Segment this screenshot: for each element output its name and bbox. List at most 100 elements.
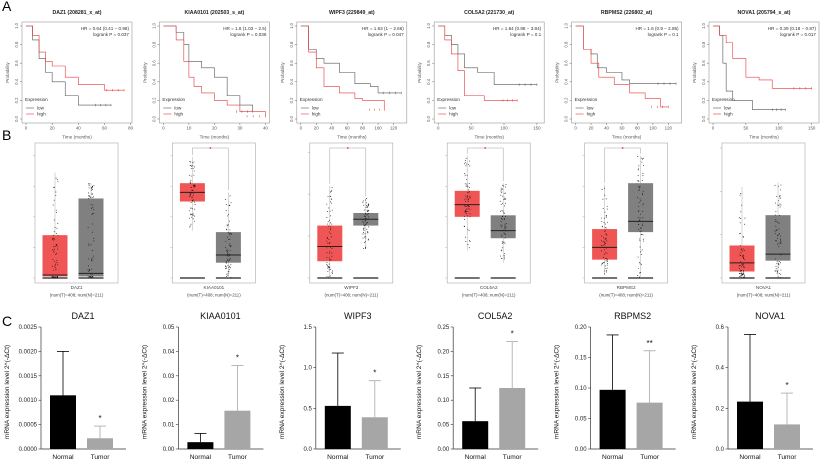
km-curve-low	[300, 25, 402, 94]
data-point	[739, 233, 741, 235]
data-point	[641, 179, 643, 181]
x-tick-label: 0	[162, 126, 165, 131]
data-point	[52, 204, 54, 206]
y-tick-label: 0.0	[701, 115, 706, 121]
data-point	[53, 269, 55, 271]
bar-normal	[462, 421, 489, 449]
data-point	[363, 224, 365, 226]
data-point	[56, 276, 58, 278]
data-point	[637, 275, 639, 277]
data-point	[639, 198, 641, 200]
data-point	[779, 239, 781, 241]
data-point	[331, 223, 333, 225]
data-point	[228, 233, 230, 235]
data-point	[642, 158, 643, 160]
data-point	[88, 195, 90, 197]
data-point	[191, 196, 193, 198]
data-point	[500, 204, 502, 205]
data-point	[228, 244, 230, 246]
hazard-ratio: HR = 0.39 (0.18 − 0.87)	[768, 26, 817, 31]
data-point	[363, 228, 365, 230]
data-point	[503, 185, 505, 187]
data-point	[91, 274, 93, 276]
significance-star-icon	[484, 147, 487, 149]
data-point	[365, 222, 367, 224]
data-point	[741, 248, 742, 250]
data-point	[225, 204, 227, 206]
data-point	[468, 207, 470, 209]
boxplot	[307, 142, 394, 284]
y-tick-label: 0.10	[575, 386, 587, 392]
data-point	[505, 183, 507, 185]
y-tick-label: 0.6	[426, 60, 431, 66]
data-point	[605, 267, 607, 269]
data-point	[326, 247, 328, 249]
data-point	[93, 196, 94, 198]
y-tick-label: 0.5	[303, 406, 312, 412]
data-point	[87, 258, 89, 260]
data-point	[193, 161, 195, 163]
y-tick-label: 0.4	[289, 78, 294, 84]
data-point	[467, 205, 469, 207]
data-point	[604, 258, 606, 259]
data-point	[499, 200, 501, 202]
km-title: WIPF3 (229849_at)	[329, 10, 375, 16]
data-point	[362, 222, 364, 224]
x-tick-label: Normal	[52, 454, 74, 461]
data-point	[776, 270, 778, 272]
data-point	[91, 231, 93, 233]
legend-label: high	[587, 112, 596, 117]
data-point	[503, 232, 505, 234]
y-tick-label: 1.0	[426, 22, 431, 28]
data-point	[604, 270, 606, 272]
data-point	[225, 265, 226, 267]
x-tick-label: 20	[50, 126, 55, 131]
data-point	[780, 184, 782, 186]
data-point	[468, 247, 470, 249]
data-point	[90, 276, 92, 278]
data-point	[500, 255, 501, 257]
legend-title: Expression	[25, 97, 48, 102]
data-point	[226, 250, 228, 252]
data-point	[53, 276, 55, 278]
data-point	[365, 202, 367, 204]
data-point	[56, 253, 58, 254]
chart-title: NOVA1	[755, 311, 785, 321]
data-point	[226, 273, 228, 275]
x-axis-label: Time (months)	[474, 135, 504, 140]
data-point	[228, 271, 230, 273]
data-point	[364, 213, 366, 215]
data-point	[776, 260, 778, 262]
y-tick-label: 0.4	[701, 78, 706, 84]
data-point	[639, 217, 641, 219]
data-point	[641, 249, 643, 251]
data-point	[777, 185, 779, 187]
data-point	[331, 247, 333, 249]
data-point	[742, 271, 744, 273]
data-point	[53, 199, 55, 201]
data-point	[367, 211, 369, 212]
data-point	[605, 216, 607, 218]
data-point	[502, 202, 503, 204]
plot-frame	[433, 21, 545, 124]
data-point	[52, 276, 54, 278]
data-point	[466, 195, 468, 197]
data-point	[740, 249, 742, 251]
data-point	[191, 162, 193, 164]
data-point	[225, 262, 227, 264]
data-point	[190, 192, 192, 194]
data-point	[365, 237, 367, 239]
data-point	[56, 227, 58, 229]
km-curve-low	[163, 25, 253, 112]
y-tick-label: 1.0	[14, 22, 19, 28]
data-point	[604, 227, 606, 229]
sample-count: (num(T)=408; num(N)=211)	[324, 293, 378, 298]
x-tick-label: 10	[186, 126, 191, 131]
data-point	[505, 198, 507, 200]
data-point	[89, 277, 91, 279]
data-point	[366, 205, 368, 207]
data-point	[741, 265, 742, 267]
data-point	[91, 187, 93, 189]
sample-count: (num(T)=408; num(N)=211)	[462, 293, 516, 298]
data-point	[501, 226, 503, 228]
